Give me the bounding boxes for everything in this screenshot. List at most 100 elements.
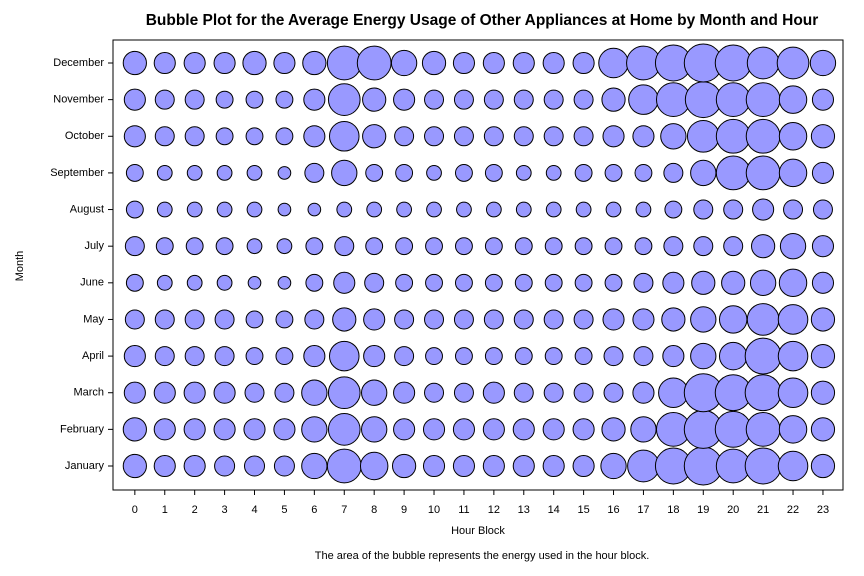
bubble [632,125,655,148]
bubble [633,272,654,293]
bubble [303,125,326,148]
bubble [809,49,837,77]
bubble [245,310,264,329]
x-tick-label: 0 [132,504,138,516]
bubble [452,454,475,478]
bubble [664,200,683,219]
bubble [156,201,173,218]
bubble [513,89,534,110]
bubble [574,237,593,256]
bubble [628,84,659,115]
bubble [426,165,442,181]
y-tick-label: November [53,94,104,106]
bubble [662,345,685,368]
bubble [691,270,716,295]
bubble [574,163,593,182]
bubble [301,379,328,406]
bubble [512,454,535,478]
bubble [153,454,176,478]
bubble [544,347,563,366]
bubble [245,347,264,366]
bubble [811,88,835,111]
bubble [543,126,564,147]
x-tick-label: 7 [341,504,347,516]
bubble [632,308,655,331]
x-tick-label: 17 [637,504,649,516]
bubble [661,307,686,332]
bubble [334,236,355,257]
bubble [301,416,328,443]
bubble [783,199,804,220]
bubble [122,453,147,479]
bubble [634,237,653,256]
y-axis-label: Month [14,251,26,282]
bubble [124,236,145,257]
bubble [365,237,384,256]
bubble [421,50,447,76]
bubble [214,455,236,477]
bubble [744,447,782,485]
bubble [810,453,836,479]
bubble [243,418,266,441]
bubble [183,418,206,441]
bubble [778,268,808,298]
bubble [186,165,203,181]
bubble [395,163,414,182]
bubble [601,87,626,112]
bubble [485,201,502,218]
bubble [514,273,533,292]
x-tick-label: 6 [311,504,317,516]
bubble [544,237,563,256]
bubble [598,47,629,79]
bubble [543,309,564,330]
bubble [186,274,203,291]
bubble [183,51,206,75]
bubble [366,201,383,218]
bubble [305,237,324,256]
bubble [153,381,176,404]
bubble [483,126,504,147]
bubble [424,382,445,403]
bubble [543,89,564,110]
bubble [663,162,684,183]
x-tick-label: 21 [757,504,769,516]
bubble [658,377,689,409]
bubble [604,163,623,182]
bubble [777,304,809,335]
bubble [365,163,384,182]
bubble [214,346,235,367]
bubble [542,418,565,441]
bubble [452,51,475,75]
bubble [632,381,655,404]
bubble [453,89,474,110]
bubble [630,416,657,443]
bubble [156,165,173,181]
x-tick-label: 13 [518,504,530,516]
bubble [216,274,233,291]
bubble [332,307,357,332]
bubble [326,45,362,81]
bubble [153,51,176,75]
bubble [215,237,234,256]
y-tick-label: August [70,203,104,215]
bubble [123,381,146,404]
bubble [275,347,294,366]
bubble [123,88,146,111]
bubble [454,347,473,366]
bubble [275,127,294,146]
bubble [453,382,474,403]
bubble [246,238,263,255]
bubble [746,303,780,336]
bubble [456,201,472,218]
x-tick-label: 4 [251,504,257,516]
bubble [749,269,777,296]
bubble [452,418,475,441]
bubble [515,201,532,218]
x-tick-label: 10 [428,504,440,516]
bubble [273,51,296,75]
bubble [483,309,504,330]
bubble [245,127,264,146]
bubble [327,413,361,446]
bubble [751,234,776,259]
bubble [243,455,266,477]
